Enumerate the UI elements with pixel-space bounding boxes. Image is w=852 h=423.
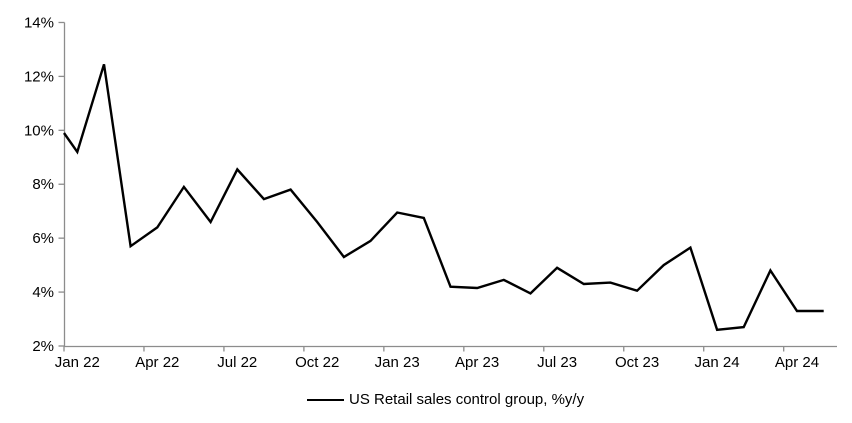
- x-axis-tick-label: Jul 23: [537, 354, 577, 371]
- y-axis-tick-label: 14%: [24, 14, 54, 31]
- x-axis-tick-label: Oct 22: [295, 354, 339, 371]
- data-line-us-retail-sales-control-group: [63, 63, 824, 332]
- x-axis-tick-label: Jan 22: [55, 354, 100, 371]
- x-axis-tick-label: Apr 22: [135, 354, 179, 371]
- legend-line-sample-icon: [307, 398, 344, 401]
- legend-series-label: US Retail sales control group, %y/y: [349, 391, 585, 408]
- y-axis-tick-label: 4%: [32, 284, 54, 301]
- x-axis-tick-label: Oct 23: [615, 354, 659, 371]
- y-axis-tick-label: 2%: [32, 338, 54, 355]
- legend: US Retail sales control group, %y/y: [307, 391, 584, 408]
- x-axis-tick-label: Jan 23: [375, 354, 420, 371]
- x-axis-tick-label: Apr 23: [455, 354, 499, 371]
- x-axis-tick-label: Apr 24: [775, 354, 819, 371]
- y-axis-tick-label: 12%: [24, 68, 54, 85]
- y-axis-tick-label: 10%: [24, 122, 54, 139]
- y-axis-tick-label: 8%: [32, 176, 54, 193]
- x-axis-tick-label: Jul 22: [217, 354, 257, 371]
- y-axis-tick-label: 6%: [32, 230, 54, 247]
- x-axis-tick-label: Jan 24: [695, 354, 740, 371]
